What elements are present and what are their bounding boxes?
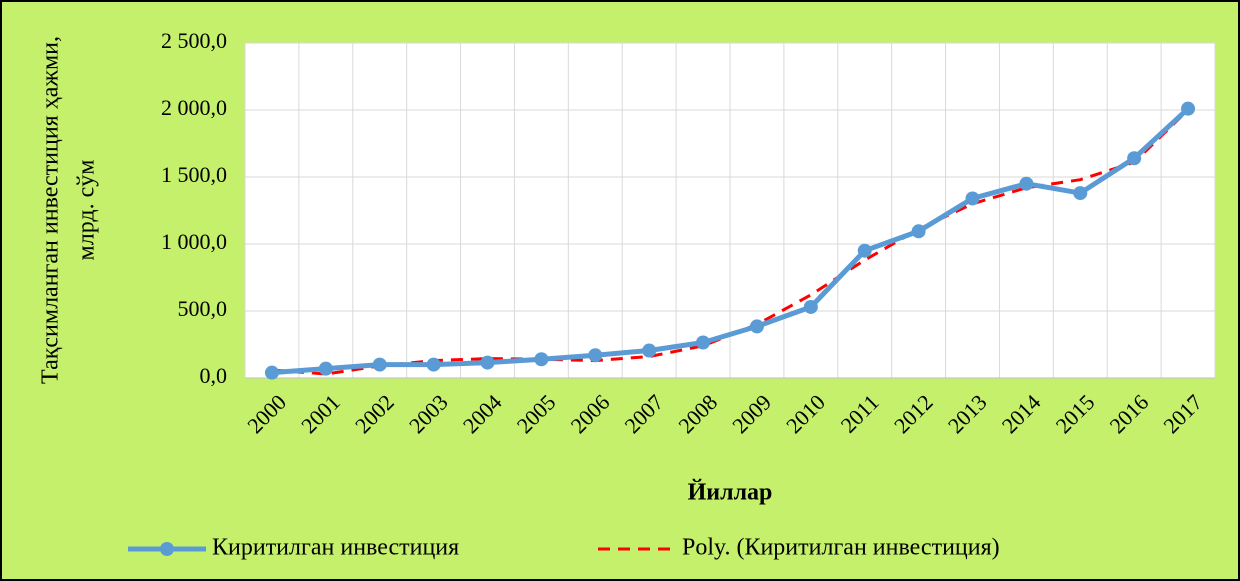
x-axis-title: Йиллар: [688, 480, 773, 506]
y-tick-label: 500,0: [178, 296, 228, 321]
y-tick-label: 0,0: [200, 363, 228, 388]
marker: [911, 224, 926, 239]
marker: [696, 335, 711, 350]
marker: [588, 348, 603, 363]
marker: [1127, 151, 1142, 166]
marker: [318, 361, 333, 376]
marker: [480, 355, 495, 370]
marker: [1073, 186, 1088, 201]
marker: [1181, 101, 1196, 116]
marker: [965, 191, 980, 206]
y-tick-label: 2 500,0: [161, 28, 227, 53]
series-line: [271, 106, 1190, 376]
marker: [426, 357, 441, 372]
marker: [803, 299, 818, 314]
marker: [1019, 176, 1034, 191]
legend-label: Киритилган инвестиция: [212, 535, 459, 561]
legend-label: Poly. (Киритилган инвестиция): [682, 535, 1000, 561]
y-tick-label: 1 500,0: [161, 162, 227, 187]
y-axis-title: млрд. сўм: [74, 160, 100, 261]
y-tick-label: 2 000,0: [161, 95, 227, 120]
legend-marker: [160, 542, 174, 556]
marker: [642, 343, 657, 358]
marker: [857, 243, 872, 258]
y-tick-label: 1 000,0: [161, 229, 227, 254]
marker: [749, 319, 764, 334]
y-axis-title: Тақсимланган инвестиция ҳажми,: [38, 36, 64, 384]
marker: [534, 352, 549, 367]
marker: [372, 357, 387, 372]
marker: [264, 365, 279, 380]
